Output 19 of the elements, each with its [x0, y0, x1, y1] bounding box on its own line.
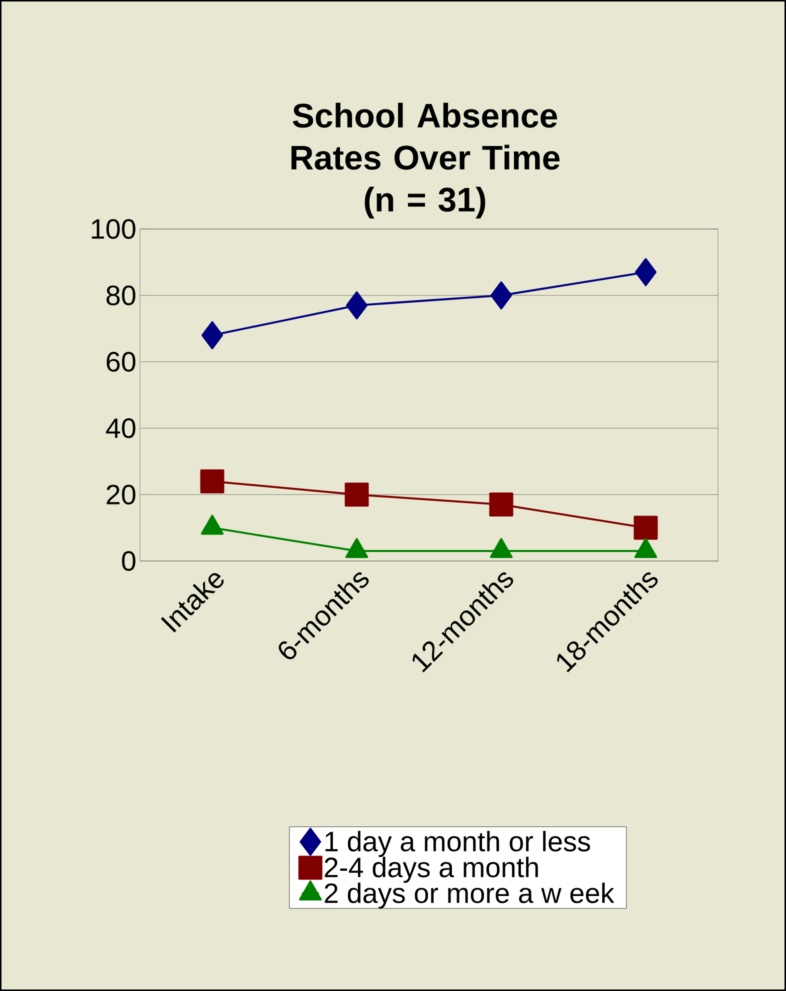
y-tick-label: 60	[106, 352, 136, 372]
point	[490, 538, 513, 558]
chart-title: School Absence Rates Over Time	[292, 102, 560, 170]
point	[200, 514, 224, 535]
point	[634, 258, 656, 286]
y-tick-label: 80	[106, 285, 136, 306]
point	[634, 538, 658, 558]
point	[345, 538, 368, 558]
y-tick-label: 100	[92, 219, 136, 239]
point	[202, 321, 223, 350]
legend-label: 2-4 days a month	[324, 856, 538, 883]
y-tick-label: 0	[122, 551, 136, 571]
point	[346, 291, 368, 320]
legend-label: 2 days or more a w eek	[324, 882, 614, 909]
legend-label: 1 day a month or less	[326, 830, 590, 857]
y-tick-label: 40	[106, 418, 136, 438]
y-tick-label: 20	[106, 484, 136, 505]
point	[490, 281, 512, 310]
chart-subtitle: (n = 31)	[364, 186, 486, 218]
